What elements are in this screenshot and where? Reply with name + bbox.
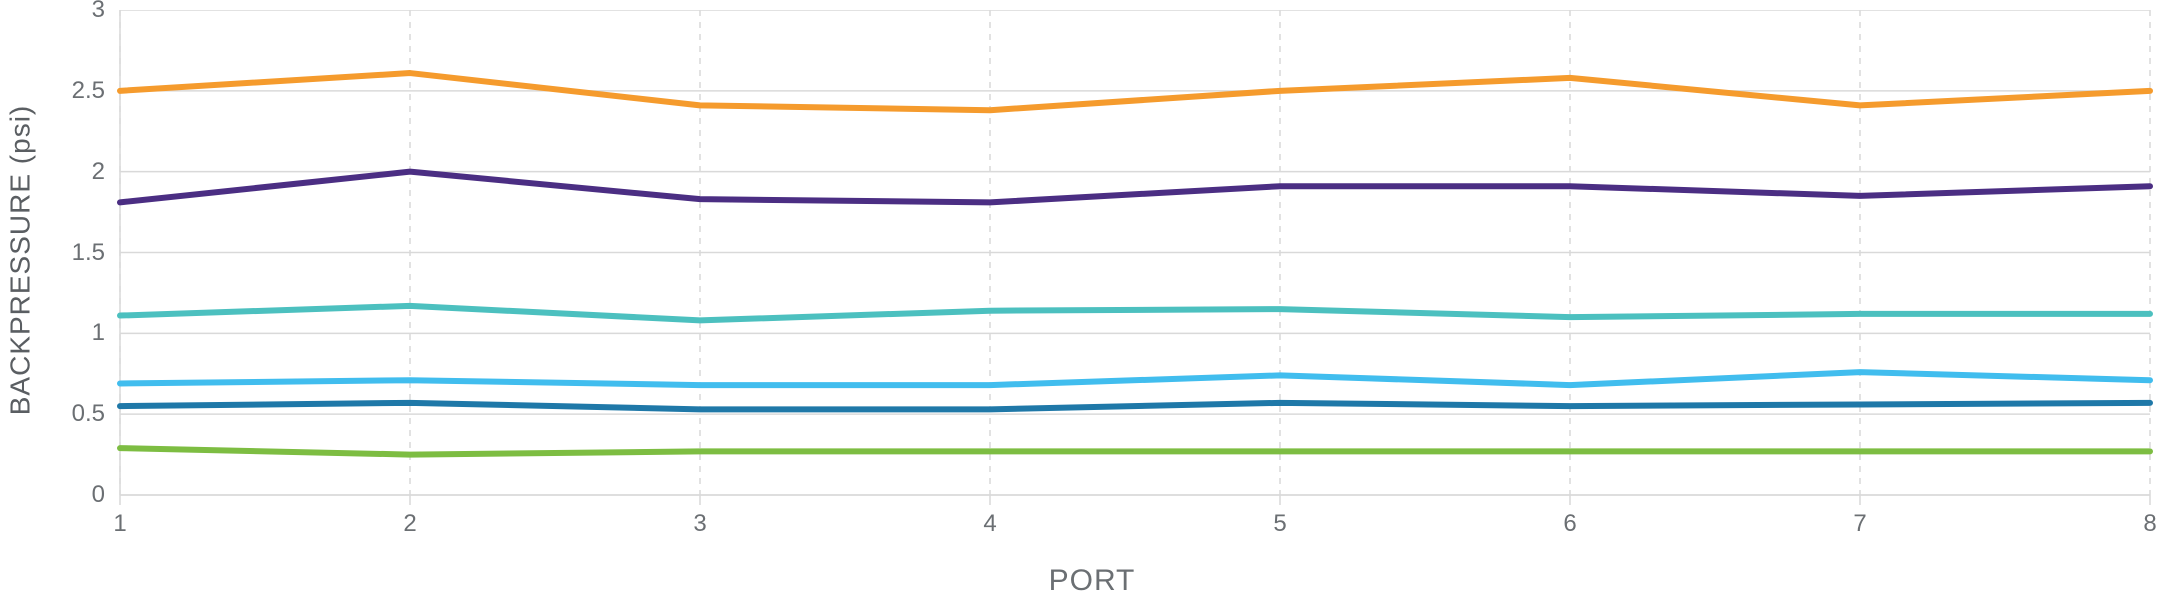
y-tick-label: 1.5 — [50, 239, 105, 267]
y-tick-label: 0.5 — [50, 400, 105, 428]
backpressure-chart: BACKPRESSURE (psi) 1 2 3 4 5 6 7 8 0 0.5 1 1.5 2 2.5… — [0, 0, 2184, 600]
y-tick-label: 1 — [50, 319, 105, 347]
series-blue — [120, 403, 2150, 409]
chart-svg: 1 2 3 4 5 6 7 8 — [110, 10, 2160, 540]
series-purple — [120, 172, 2150, 203]
series-teal — [120, 306, 2150, 321]
series-green — [120, 448, 2150, 454]
y-axis-title-text: BACKPRESSURE (psi) — [4, 105, 36, 416]
y-axis-title: BACKPRESSURE (psi) — [0, 0, 40, 520]
y-tick-label: 2.5 — [50, 77, 105, 105]
x-axis-title: PORT — [0, 564, 2184, 598]
y-tick-label: 3 — [50, 0, 105, 24]
x-tick-label: 4 — [983, 510, 996, 537]
x-tick-label: 1 — [113, 510, 126, 537]
x-tick-label: 5 — [1273, 510, 1286, 537]
y-tick-label: 2 — [50, 158, 105, 186]
y-tick-label: 0 — [50, 481, 105, 509]
x-tick-label: 6 — [1563, 510, 1576, 537]
plot-area: 12345678 00.511.522.53 — [110, 10, 2160, 540]
x-tick-label: 7 — [1853, 510, 1866, 537]
x-tick-label: 2 — [403, 510, 416, 537]
x-tick-label: 3 — [693, 510, 706, 537]
series-orange — [120, 73, 2150, 110]
series-sky — [120, 372, 2150, 385]
x-axis-title-text: PORT — [1049, 564, 1136, 597]
x-tick-label: 8 — [2143, 510, 2156, 537]
